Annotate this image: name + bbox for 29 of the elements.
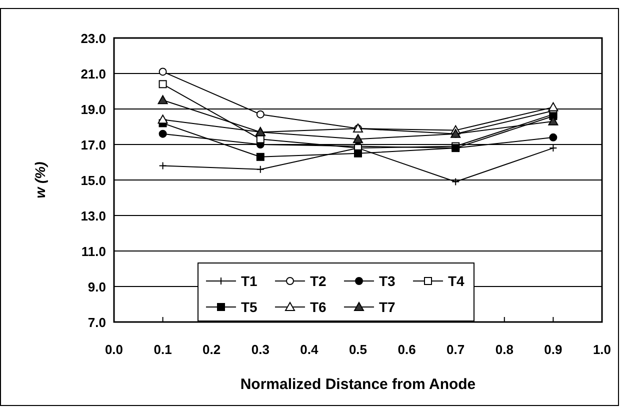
y-tick-label: 23.0	[80, 31, 106, 46]
legend-label: T3	[379, 273, 396, 289]
x-tick-label: 0.5	[348, 342, 368, 357]
x-tick-label: 0.7	[446, 342, 465, 357]
x-tick-label: 0.3	[251, 342, 270, 357]
x-tick-label: 1.0	[592, 342, 612, 357]
legend-label: T1	[241, 273, 258, 289]
legend-label: T2	[310, 273, 327, 289]
y-tick-label: 9.0	[88, 280, 106, 294]
y-tick-label: 17.0	[80, 138, 106, 152]
x-tick-label: 0.0	[104, 342, 124, 357]
x-tick-label: 0.8	[495, 342, 514, 357]
legend-label: T5	[241, 299, 258, 315]
legend-label: T6	[310, 299, 327, 315]
x-tick-label: 0.1	[154, 342, 172, 357]
x-tick-label: 0.2	[202, 342, 221, 357]
y-tick-label: 19.0	[80, 102, 106, 117]
legend-label: T4	[448, 273, 465, 289]
x-axis-title: Normalized Distance from Anode	[240, 376, 476, 393]
legend-label: T7	[379, 299, 396, 315]
y-tick-label: 11.0	[81, 244, 106, 259]
y-tick-label: 15.0	[80, 173, 106, 188]
y-axis-title: w (%)	[32, 161, 48, 198]
x-tick-label: 0.4	[300, 342, 320, 357]
y-tick-label: 13.0	[80, 208, 106, 224]
x-tick-label: 0.9	[544, 342, 562, 357]
y-tick-label: 7.0	[88, 315, 106, 330]
y-tick-label: 21.0	[80, 66, 106, 82]
x-tick-label: 0.6	[398, 342, 416, 357]
